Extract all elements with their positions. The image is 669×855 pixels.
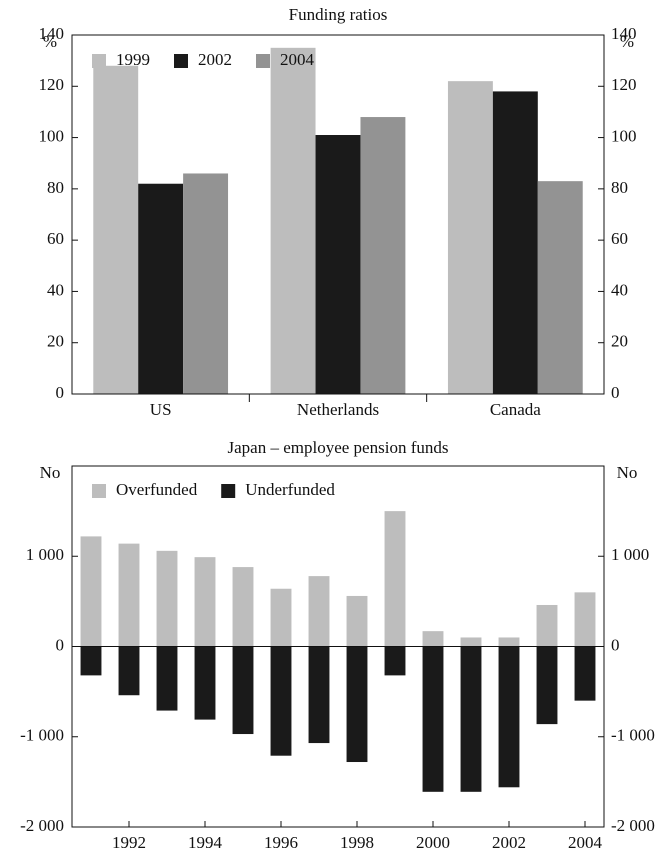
y-unit: % (620, 32, 634, 51)
x-tick-label: 1998 (340, 833, 374, 852)
x-tick-label: Netherlands (297, 400, 379, 419)
y-tick-label: 1 000 (26, 545, 64, 564)
bar (194, 646, 216, 720)
y-tick-label: 20 (47, 332, 64, 351)
bar (460, 646, 482, 792)
y-unit: No (617, 463, 638, 482)
y-tick-label: 1 000 (611, 545, 649, 564)
y-tick-label: 0 (56, 635, 65, 654)
bar (346, 646, 368, 763)
legend-label: Overfunded (116, 480, 198, 499)
bar (232, 646, 254, 735)
bar (308, 576, 330, 647)
y-tick-label: 0 (611, 383, 620, 402)
y-tick-label: 100 (611, 126, 637, 145)
bar (360, 117, 406, 395)
legend-swatch (256, 54, 270, 68)
legend-label: 2002 (198, 50, 232, 69)
bar (574, 592, 596, 647)
bar (156, 646, 178, 711)
bar (308, 646, 330, 744)
x-tick-label: Canada (490, 400, 541, 419)
chart-title: Funding ratios (289, 5, 388, 24)
legend-label: Underfunded (245, 480, 335, 499)
y-tick-label: 140 (39, 24, 65, 43)
plot-frame (71, 465, 605, 828)
bar (537, 181, 583, 394)
legend-label: 2004 (280, 50, 315, 69)
y-tick-label: 40 (611, 280, 628, 299)
bar (384, 646, 406, 676)
bar (80, 646, 102, 676)
bar (315, 135, 361, 394)
bar (80, 536, 102, 647)
bar (138, 183, 184, 394)
y-tick-label: 100 (39, 126, 65, 145)
y-unit: No (40, 463, 61, 482)
y-tick-label: 140 (611, 24, 637, 43)
y-tick-label: 80 (611, 178, 628, 197)
y-tick-label: 60 (47, 229, 64, 248)
y-tick-label: 40 (47, 280, 64, 299)
x-tick-label: 1996 (264, 833, 298, 852)
x-tick-label: 2002 (492, 833, 526, 852)
bar (270, 588, 292, 647)
y-tick-label: -2 000 (20, 816, 64, 835)
y-tick-label: 120 (39, 75, 65, 94)
bar (118, 646, 140, 696)
x-tick-label: 1992 (112, 833, 146, 852)
bar (460, 637, 482, 647)
bar (156, 550, 178, 647)
y-tick-label: 20 (611, 332, 628, 351)
bar (346, 595, 368, 647)
legend-swatch (221, 484, 236, 498)
bar (447, 81, 493, 395)
chart-title: Japan – employee pension funds (228, 438, 449, 457)
y-tick-label: -1 000 (611, 726, 655, 745)
bar (270, 47, 316, 394)
bar (422, 646, 444, 792)
x-tick-label: US (150, 400, 172, 419)
y-tick-label: 120 (611, 75, 637, 94)
bar (232, 567, 254, 647)
bar (118, 543, 140, 647)
y-tick-label: 0 (611, 635, 620, 654)
y-tick-label: 80 (47, 178, 64, 197)
legend-swatch (92, 54, 106, 68)
y-tick-label: -2 000 (611, 816, 655, 835)
plot-frame (71, 34, 605, 395)
bar (536, 646, 558, 725)
bar (536, 604, 558, 647)
bar (194, 557, 216, 647)
bar (183, 173, 229, 394)
x-tick-label: 2004 (568, 833, 603, 852)
y-tick-label: 60 (611, 229, 628, 248)
legend-label: 1999 (116, 50, 150, 69)
bar (574, 646, 596, 701)
y-tick-label: -1 000 (20, 726, 64, 745)
y-tick-label: 0 (56, 383, 65, 402)
bar (492, 91, 538, 395)
bar (422, 631, 444, 647)
bar (384, 511, 406, 647)
legend-swatch (92, 484, 106, 498)
x-tick-label: 2000 (416, 833, 450, 852)
x-tick-label: 1994 (188, 833, 223, 852)
bar (93, 65, 139, 395)
bar (498, 646, 520, 788)
bar (498, 637, 520, 647)
bar (270, 646, 292, 756)
legend-swatch (174, 54, 188, 68)
y-unit: % (43, 32, 57, 51)
